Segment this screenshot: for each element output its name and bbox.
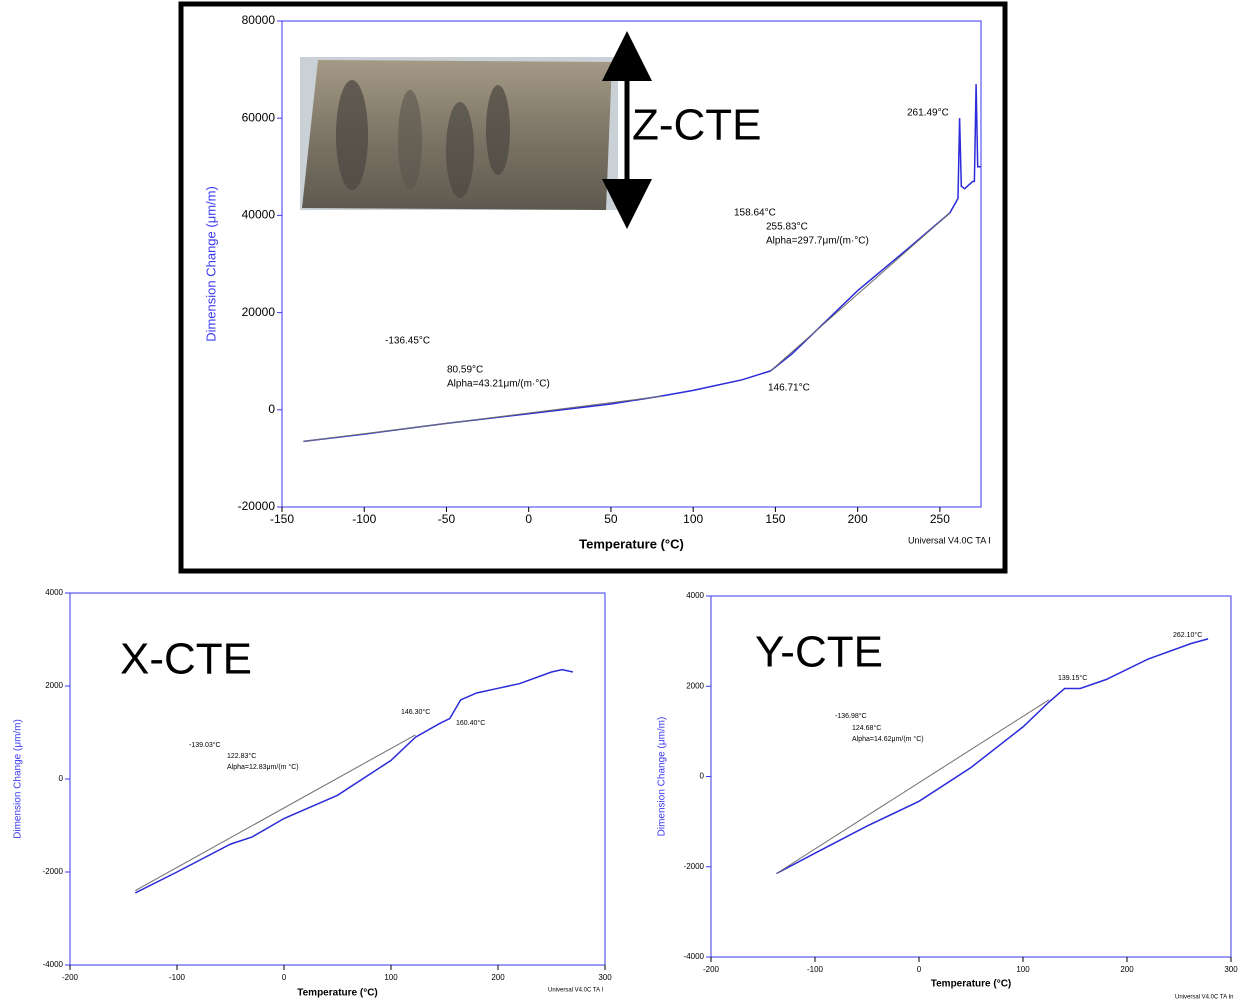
y-tick-label: -20000 <box>238 499 276 513</box>
annotation: 122.83°C <box>227 752 256 760</box>
x-tick-label: 100 <box>384 973 398 982</box>
y-tick-label: 4000 <box>45 588 63 597</box>
x-tick-label: -50 <box>438 512 456 526</box>
annotation: -139.03°C <box>189 741 221 749</box>
x-tick-label: 200 <box>491 973 505 982</box>
y-tick-label: -2000 <box>684 862 705 871</box>
chart-label: Y-CTE <box>755 628 883 677</box>
chart-label: Z-CTE <box>632 101 762 150</box>
annotation: 80.59°C <box>447 365 483 376</box>
y-tick-label: 0 <box>268 402 275 416</box>
annotation: Alpha=43.21μm/(m·°C) <box>447 379 550 390</box>
plot: -4000 -2000 0 2000 4000 -200 -100 0 100 200 300 Tem… <box>657 591 1239 1000</box>
x-tick-label: 150 <box>765 512 785 526</box>
annotation: 146.71°C <box>768 383 810 394</box>
chart: -20000020000400006000080000-150-100-5005… <box>0 0 1257 1001</box>
y-axis-label: Dimension Change (μm/m) <box>657 717 668 837</box>
x-tick-label: 200 <box>1120 965 1134 974</box>
annotation: Alpha=297.7μm/(m·°C) <box>766 236 869 247</box>
x-tick-label: -100 <box>807 965 824 974</box>
y-tick-label: 60000 <box>242 110 276 124</box>
x-tick-label: -200 <box>703 965 720 974</box>
annotation: 139.15°C <box>1058 674 1087 682</box>
x-tick-label: 300 <box>1224 965 1238 974</box>
x-tick-label: -100 <box>352 512 376 526</box>
y-tick-label: 20000 <box>242 305 276 319</box>
x-tick-label: -100 <box>169 973 186 982</box>
annotation: 261.49°C <box>907 108 949 119</box>
annotation: 124.68°C <box>852 724 881 732</box>
x-tick-label: -200 <box>62 973 79 982</box>
y-tick-label: 2000 <box>45 681 63 690</box>
data-line <box>777 700 1050 874</box>
page: {"chart_data": [ {"type": "line", "label… <box>0 0 1257 1001</box>
x-axis-label: Temperature (°C) <box>579 536 684 551</box>
data-line <box>135 670 573 893</box>
chart-label: X-CTE <box>120 635 252 684</box>
footer: Universal V4.0C TA I <box>908 535 991 545</box>
annotation: -136.45°C <box>385 336 430 347</box>
x-tick-label: 0 <box>917 965 922 974</box>
annotation: 146.30°C <box>401 708 430 716</box>
x-tick-label: 100 <box>683 512 703 526</box>
annotation: 160.40°C <box>456 719 485 727</box>
y-tick-label: 4000 <box>686 591 704 600</box>
x-tick-label: 300 <box>598 973 612 982</box>
annotation: 262.10°C <box>1173 631 1202 639</box>
y-tick-label: 0 <box>59 774 64 783</box>
x-axis-label: Temperature (°C) <box>931 979 1012 990</box>
annotation: -136.98°C <box>835 712 867 720</box>
x-tick-label: 0 <box>525 512 532 526</box>
x-tick-label: 0 <box>282 973 287 982</box>
y-axis-label: Dimension Change (μm/m) <box>203 186 218 342</box>
y-tick-label: 80000 <box>242 13 276 27</box>
annotation: 158.64°C <box>734 208 776 219</box>
footer: Universal V4.0C TA I <box>548 988 603 994</box>
y-tick-label: -4000 <box>43 960 64 969</box>
x-tick-label: 200 <box>848 512 868 526</box>
x-axis-label: Temperature (°C) <box>297 988 378 999</box>
sample-photo <box>300 57 618 210</box>
footer: Universal V4.0C TA In <box>1175 995 1233 1001</box>
y-tick-label: 0 <box>700 772 705 781</box>
annotation: Alpha=12.83μm/(m °C) <box>227 763 299 771</box>
plot: -4000 -2000 0 2000 4000 -200 -100 0 100 200 300 Tem… <box>13 588 613 999</box>
y-tick-label: 2000 <box>686 681 704 690</box>
data-line <box>135 735 415 891</box>
data-line <box>303 213 949 441</box>
annotation: 255.83°C <box>766 222 808 233</box>
x-tick-label: 100 <box>1016 965 1030 974</box>
y-tick-label: -4000 <box>684 952 705 961</box>
x-tick-label: 50 <box>604 512 618 526</box>
x-tick-label: -150 <box>270 512 294 526</box>
y-tick-label: -2000 <box>43 867 64 876</box>
x-tick-label: 250 <box>930 512 950 526</box>
y-axis-label: Dimension Change (μm/m) <box>13 719 24 839</box>
annotation: Alpha=14.62μm/(m °C) <box>852 735 924 743</box>
y-tick-label: 40000 <box>242 208 276 222</box>
